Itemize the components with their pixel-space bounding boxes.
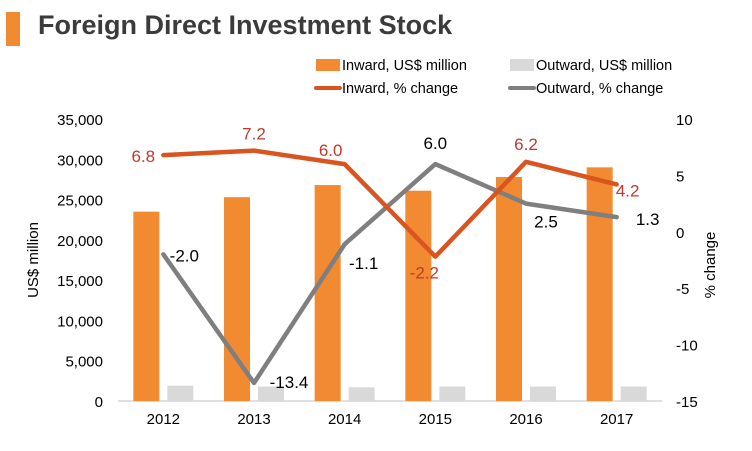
inward-bar <box>224 197 250 401</box>
line-series <box>161 148 619 386</box>
outward-bar <box>348 387 375 401</box>
legend-swatch <box>510 59 534 71</box>
page-title: Foreign Direct Investment Stock <box>38 10 453 40</box>
y2-tick-label: -15 <box>676 394 698 411</box>
y2-tick-label: -10 <box>676 338 698 355</box>
inward-change-label: 6.0 <box>319 141 343 160</box>
bar-series <box>133 167 647 401</box>
outward-change-label: 2.5 <box>534 213 558 232</box>
legend-label: Outward, % change <box>536 81 663 97</box>
y2-tick-label: -5 <box>676 281 689 298</box>
inward-change-label: 6.2 <box>514 135 538 154</box>
title-accent-bar <box>6 12 20 46</box>
y-tick-label: 10,000 <box>57 313 103 330</box>
legend: Inward, US$ million Outward, US$ million I… <box>314 58 672 97</box>
inward-change-label: 4.2 <box>616 181 640 200</box>
inward-bar <box>586 167 613 401</box>
inward-bar <box>405 190 432 401</box>
x-tick-label: 2012 <box>147 411 180 428</box>
y-tick-label: 5,000 <box>65 354 103 371</box>
outward-change-label: -2.0 <box>170 246 199 265</box>
outward-change-line <box>161 161 619 386</box>
outward-change-label: -1.1 <box>349 254 378 273</box>
chart-axes: 0 5,000 10,000 15,000 20,000 25,000 30,000 35,0… <box>25 112 719 428</box>
outward-bar <box>258 386 284 401</box>
x-tick-label: 2017 <box>600 411 633 428</box>
inward-bar <box>496 177 522 401</box>
outward-change-label: 1.3 <box>636 210 660 229</box>
legend-label: Inward, US$ million <box>342 58 467 74</box>
outward-bar <box>439 386 466 401</box>
y-tick-label: 15,000 <box>57 273 103 290</box>
y2-tick-label: 10 <box>676 112 693 129</box>
inward-change-line <box>161 148 619 259</box>
data-labels: 6.8 7.2 6.0 -2.2 6.2 4.2 -2.0 -13.4 -1.1 6.0 2.5 1.… <box>132 125 660 392</box>
y2-tick-label: 0 <box>676 225 684 242</box>
legend-swatch <box>316 59 340 71</box>
x-tick-label: 2014 <box>328 411 361 428</box>
legend-label: Inward, % change <box>342 81 458 97</box>
outward-change-label: -13.4 <box>270 373 309 392</box>
inward-bar <box>133 211 160 401</box>
y2-tick-label: 5 <box>676 168 684 185</box>
x-tick-label: 2013 <box>237 411 270 428</box>
y-tick-label: 30,000 <box>57 152 103 169</box>
y-tick-label: 0 <box>95 394 103 411</box>
outward-bar <box>167 385 194 401</box>
outward-bar <box>530 386 556 401</box>
x-tick-label: 2015 <box>419 411 452 428</box>
inward-bar <box>314 185 341 401</box>
y-tick-label: 25,000 <box>57 193 103 210</box>
outward-change-label: 6.0 <box>424 134 448 153</box>
inward-change-label: -2.2 <box>410 264 439 283</box>
y-tick-label: 35,000 <box>57 112 103 129</box>
y-tick-label: 20,000 <box>57 233 103 250</box>
inward-change-label: 7.2 <box>242 125 266 144</box>
y2-axis-title: % change <box>702 232 719 299</box>
y-axis-title: US$ million <box>25 222 42 298</box>
legend-label: Outward, US$ million <box>536 58 672 74</box>
x-tick-label: 2016 <box>509 411 542 428</box>
inward-change-label: 6.8 <box>132 147 156 166</box>
outward-bar <box>620 386 647 401</box>
